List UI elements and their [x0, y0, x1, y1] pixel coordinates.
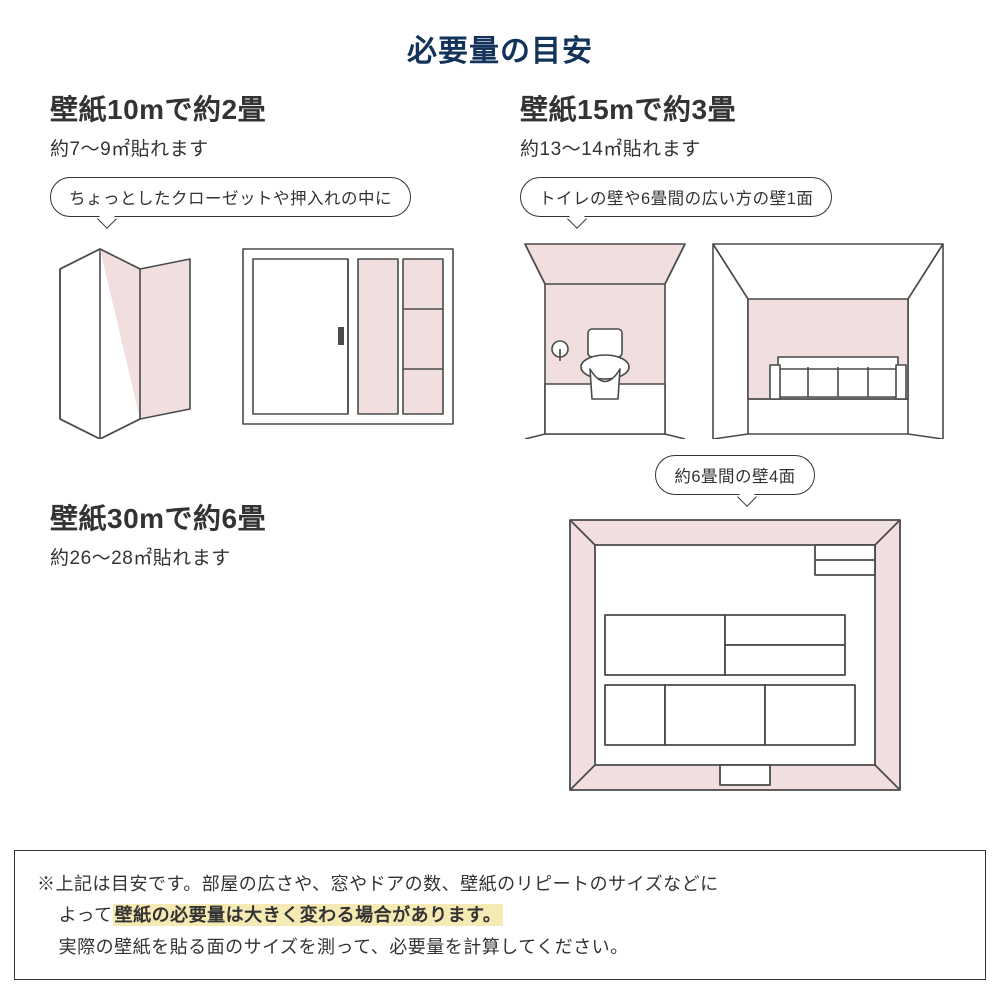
note-line1: ※上記は目安です。部屋の広さや、窓やドアの数、壁紙のリピートのサイズなどに	[37, 874, 719, 894]
section-15m-title: 壁紙15mで約3畳	[520, 88, 950, 128]
room-plan-icon	[565, 515, 905, 795]
bubble-15m-text: トイレの壁や6畳間の広い方の壁1面	[520, 177, 832, 217]
bubble-30m-text: 約6畳間の壁4面	[655, 455, 814, 495]
bubble-30m: 約6畳間の壁4面	[655, 455, 814, 495]
note-highlight: 壁紙の必要量は大きく変わる場合があります。	[113, 904, 504, 926]
bubble-10m: ちょっとしたクローゼットや押入れの中に	[50, 177, 411, 217]
section-10m-title: 壁紙10mで約2畳	[50, 88, 480, 128]
section-15m-sub: 約13～14㎡貼れます	[520, 134, 950, 161]
section-30m: 壁紙30mで約6畳 約26～28㎡貼れます	[50, 447, 480, 795]
page-title: 必要量の目安	[0, 0, 1000, 70]
section-30m-title: 壁紙30mで約6畳	[50, 497, 480, 537]
illustration-10m	[50, 239, 480, 439]
section-10m: 壁紙10mで約2畳 約7～9㎡貼れます ちょっとしたクローゼットや押入れの中に	[50, 88, 480, 439]
content-grid: 壁紙10mで約2畳 約7～9㎡貼れます ちょっとしたクローゼットや押入れの中に	[0, 70, 1000, 795]
closet-icon	[50, 239, 220, 439]
sliding-door-icon	[238, 239, 458, 439]
note-line3: 実際の壁紙を貼る面のサイズを測って、必要量を計算してください。	[37, 932, 963, 964]
living-wall-icon	[708, 239, 948, 439]
footer-note: ※上記は目安です。部屋の広さや、窓やドアの数、壁紙のリピートのサイズなどに よっ…	[14, 850, 986, 981]
bubble-15m: トイレの壁や6畳間の広い方の壁1面	[520, 177, 832, 217]
toilet-room-icon	[520, 239, 690, 439]
section-30m-sub: 約26～28㎡貼れます	[50, 543, 480, 570]
note-line2-pre: よって	[59, 905, 113, 925]
section-10m-sub: 約7～9㎡貼れます	[50, 134, 480, 161]
section-15m: 壁紙15mで約3畳 約13～14㎡貼れます トイレの壁や6畳間の広い方の壁1面	[520, 88, 950, 439]
section-30m-illus-col: 約6畳間の壁4面	[520, 447, 950, 795]
illustration-15m	[520, 239, 950, 439]
note-line2: よって壁紙の必要量は大きく変わる場合があります。	[37, 900, 963, 932]
